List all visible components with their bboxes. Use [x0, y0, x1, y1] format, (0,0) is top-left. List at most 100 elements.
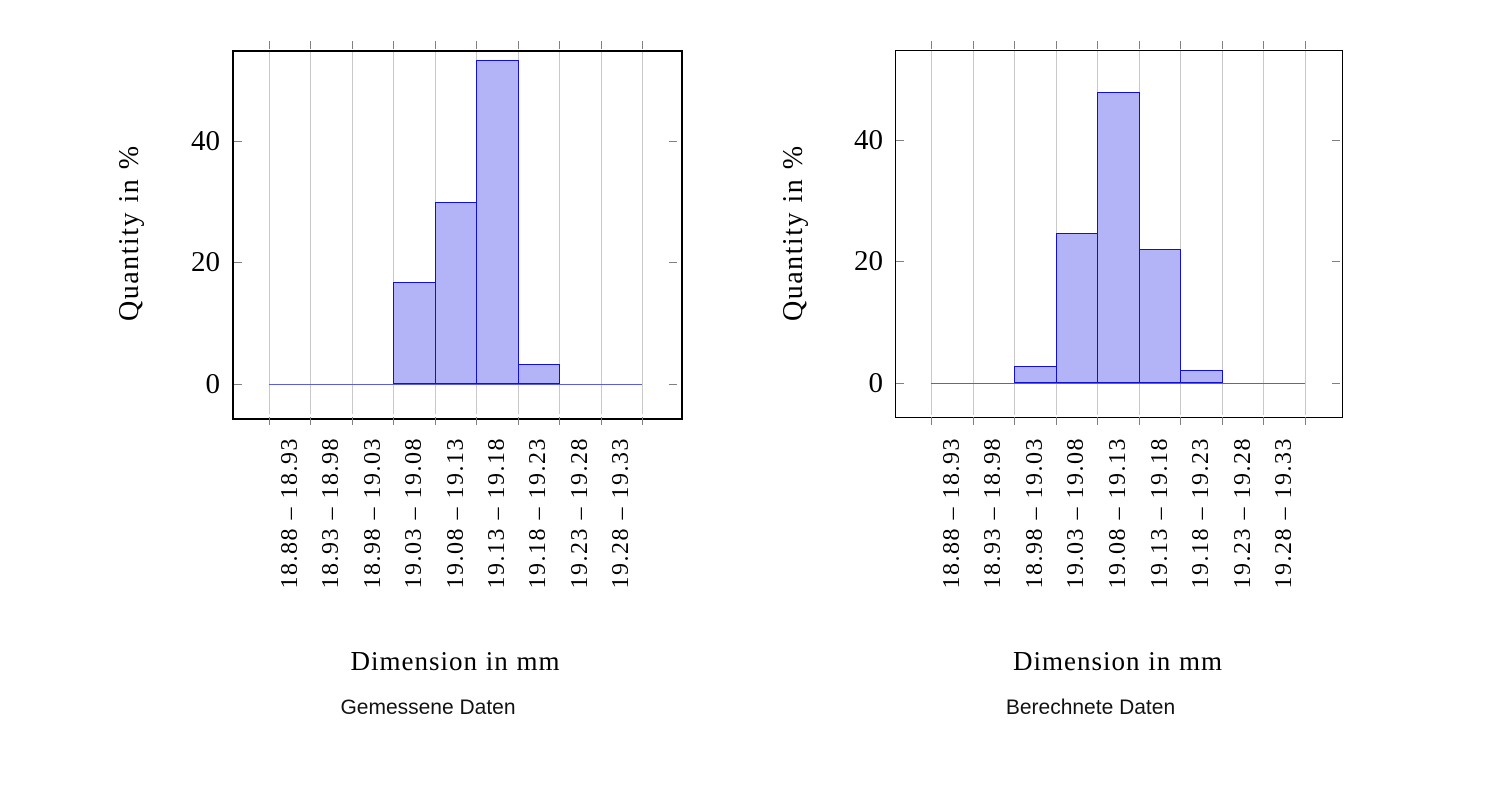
- y-tick-label: 40: [191, 124, 220, 157]
- gridline: [393, 52, 395, 414]
- gridline: [1055, 51, 1057, 415]
- zero-baseline: [931, 383, 1305, 384]
- x-tick-bottom: [1180, 417, 1182, 425]
- x-tick-bottom: [517, 417, 519, 425]
- x-tick-bottom: [1097, 417, 1099, 425]
- y-tick-left: [896, 139, 904, 141]
- y-tick-label: 20: [191, 246, 220, 279]
- y-tick-label: 40: [854, 123, 883, 156]
- x-tick-top: [351, 41, 353, 49]
- y-tick-left: [234, 384, 242, 385]
- x-tick-top: [1014, 41, 1016, 49]
- x-tick-top: [1221, 41, 1223, 49]
- x-tick-bottom: [310, 417, 312, 425]
- gridline: [1180, 51, 1182, 415]
- x-tick-top: [931, 41, 932, 49]
- x-tick-top: [972, 41, 974, 49]
- x-tick-bottom: [434, 417, 436, 425]
- histogram-bar: [1014, 365, 1057, 383]
- x-tick-top: [1097, 41, 1099, 49]
- y-tick-left: [234, 262, 242, 264]
- y-tick-left: [896, 383, 904, 384]
- x-bin-label: 19.23 – 19.28: [1229, 437, 1256, 589]
- x-bin-label: 19.28 – 19.33: [1271, 437, 1298, 589]
- y-tick-right: [1332, 383, 1340, 384]
- gridline: [1263, 51, 1265, 415]
- gridline: [642, 52, 643, 414]
- y-tick-label: 0: [205, 368, 221, 400]
- x-bin-label: 19.08 – 19.13: [1105, 437, 1131, 589]
- x-tick-top: [1180, 41, 1182, 49]
- gridline: [351, 52, 353, 414]
- gridline: [1305, 51, 1306, 415]
- gridline: [600, 52, 602, 414]
- x-tick-bottom: [972, 417, 974, 425]
- y-tick-right: [669, 262, 677, 264]
- x-bin-label: 18.88 – 18.93: [938, 437, 965, 589]
- gridline: [972, 51, 974, 415]
- histogram-bar: [1055, 233, 1099, 383]
- x-tick-top: [1138, 41, 1140, 49]
- x-axis-label: Dimension in mm: [1013, 646, 1223, 676]
- x-tick-bottom: [1055, 417, 1057, 425]
- histogram-bar: [517, 363, 561, 384]
- x-tick-bottom: [476, 417, 478, 425]
- x-bin-label: 18.98 – 19.03: [1021, 437, 1048, 589]
- x-tick-top: [600, 41, 602, 49]
- zero-baseline: [269, 384, 642, 385]
- gridline: [269, 52, 270, 414]
- y-tick-label: 20: [854, 245, 883, 278]
- x-tick-top: [1263, 41, 1265, 49]
- y-tick-right: [1332, 139, 1340, 141]
- x-tick-top: [559, 41, 561, 49]
- x-tick-bottom: [600, 417, 602, 425]
- x-tick-top: [1305, 41, 1306, 49]
- x-tick-top: [642, 41, 643, 49]
- x-tick-top: [393, 41, 395, 49]
- gridline: [1014, 51, 1016, 415]
- y-tick-right: [669, 140, 677, 142]
- gridline: [310, 52, 312, 414]
- y-tick-right: [669, 384, 677, 385]
- x-tick-bottom: [351, 417, 353, 425]
- chart-caption: Gemessene Daten: [340, 696, 516, 719]
- histogram-bar: [1097, 91, 1140, 383]
- x-axis-label: Dimension in mm: [350, 646, 561, 676]
- x-bin-label: 19.03 – 19.08: [1063, 437, 1090, 589]
- x-tick-top: [476, 41, 478, 49]
- y-tick-right: [1332, 261, 1340, 263]
- x-tick-top: [517, 41, 519, 49]
- x-tick-top: [434, 41, 436, 49]
- gridline: [559, 52, 561, 414]
- x-tick-bottom: [1014, 417, 1016, 425]
- histogram-bar: [1180, 369, 1223, 383]
- histogram-bar: [393, 282, 436, 384]
- y-tick-left: [896, 261, 904, 263]
- y-tick-left: [234, 140, 242, 142]
- histogram-bar: [434, 201, 478, 384]
- chart-caption: Berechnete Daten: [1005, 696, 1176, 719]
- x-tick-bottom: [1263, 417, 1265, 425]
- x-bin-label: 19.18 – 19.23: [1188, 437, 1215, 589]
- histogram-bar: [1138, 249, 1182, 383]
- gridline: [1221, 51, 1223, 415]
- x-tick-top: [269, 41, 270, 49]
- x-tick-bottom: [931, 417, 932, 425]
- x-tick-bottom: [1221, 417, 1223, 425]
- x-tick-bottom: [393, 417, 395, 425]
- histogram-bar: [476, 59, 519, 384]
- x-tick-top: [1055, 41, 1057, 49]
- x-bin-label: 18.93 – 18.98: [980, 437, 1007, 589]
- x-tick-bottom: [1305, 417, 1306, 425]
- x-bin-label: 19.13 – 19.18: [1146, 437, 1173, 589]
- x-tick-bottom: [1138, 417, 1140, 425]
- x-tick-bottom: [559, 417, 561, 425]
- gridline: [931, 51, 932, 415]
- y-tick-label: 0: [868, 367, 884, 399]
- x-tick-bottom: [642, 417, 643, 425]
- x-tick-top: [310, 41, 312, 49]
- x-tick-bottom: [269, 417, 270, 425]
